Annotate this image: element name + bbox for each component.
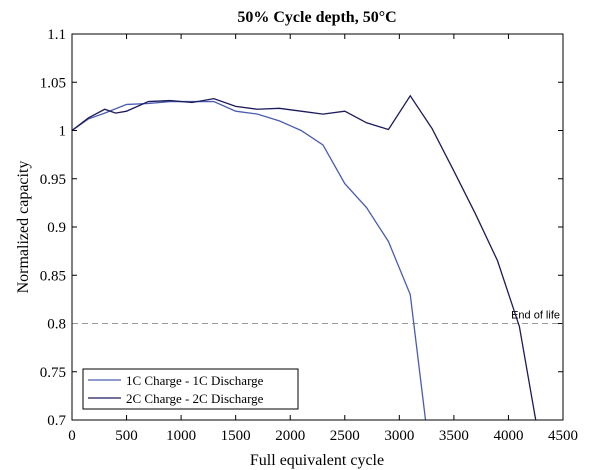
plot-area — [72, 34, 563, 420]
x-tick-label: 1000 — [166, 428, 196, 444]
y-axis-label: Normalized capacity — [15, 161, 32, 294]
y-tick-label: 0.85 — [40, 268, 66, 284]
x-tick-label: 0 — [68, 428, 76, 444]
y-tick-label: 0.75 — [40, 365, 66, 381]
legend-label: 1C Charge - 1C Discharge — [126, 373, 264, 388]
chart-title: 50% Cycle depth, 50°C — [237, 9, 396, 26]
x-tick-label: 3000 — [384, 428, 414, 444]
series-line — [72, 94, 537, 420]
x-tick-label: 4500 — [548, 428, 578, 444]
x-tick-label: 4000 — [493, 428, 523, 444]
x-tick-label: 2500 — [330, 428, 360, 444]
legend-box — [82, 368, 299, 410]
x-tick-label: 2000 — [275, 428, 305, 444]
x-tick-label: 500 — [115, 428, 138, 444]
y-tick-label: 0.7 — [47, 413, 66, 429]
y-tick-label: 1 — [59, 124, 67, 140]
series-line — [72, 100, 427, 420]
x-tick-label: 1500 — [221, 428, 251, 444]
y-tick-label: 0.8 — [47, 317, 66, 333]
y-tick-label: 1.05 — [40, 75, 66, 91]
end-of-life-label: End of life — [511, 310, 560, 322]
x-tick-label: 3500 — [439, 428, 469, 444]
x-axis-label: Full equivalent cycle — [250, 452, 384, 469]
y-tick-label: 1.1 — [47, 27, 66, 43]
y-tick-label: 0.9 — [47, 220, 66, 236]
plot-frame — [71, 33, 564, 421]
y-tick-label: 0.95 — [40, 172, 66, 188]
legend-label: 2C Charge - 2C Discharge — [126, 391, 264, 406]
